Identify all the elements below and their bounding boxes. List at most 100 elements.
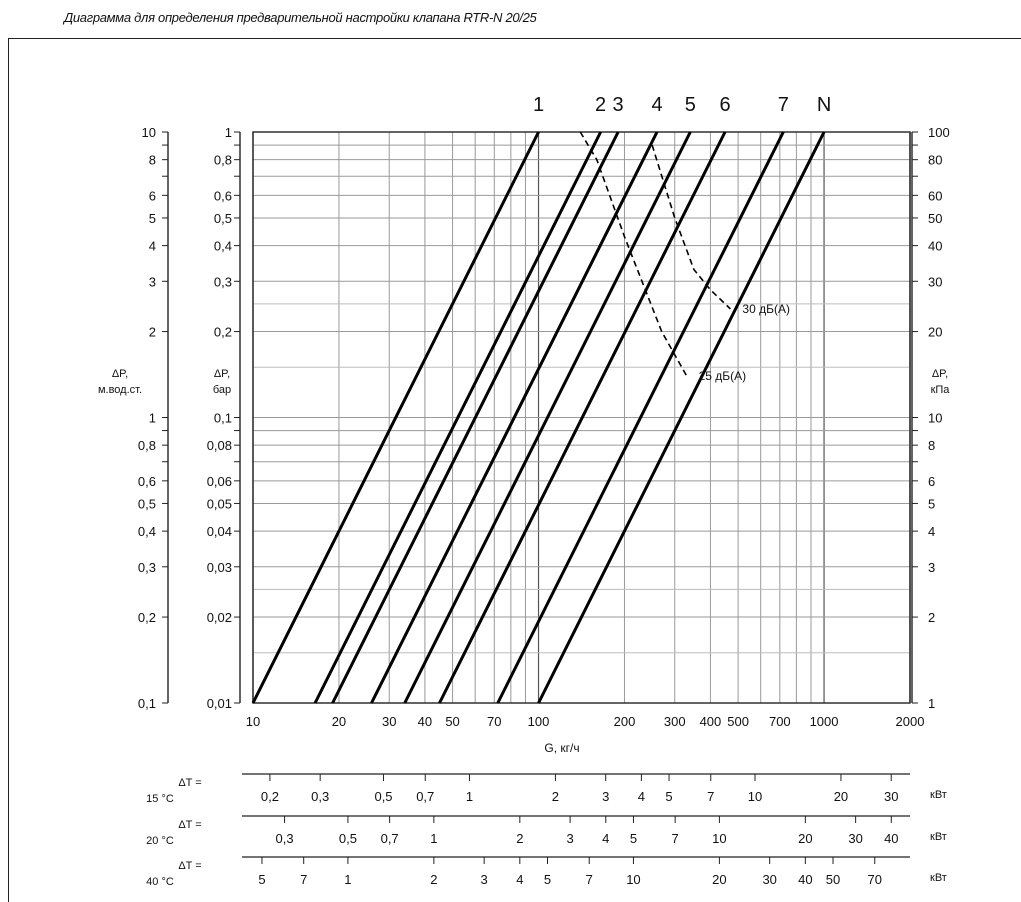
heat-scale-label: 20	[712, 872, 726, 887]
series-line-1	[251, 131, 540, 704]
y-tick-label: 0,01	[207, 696, 232, 711]
y-tick-label: 0,1	[138, 696, 156, 711]
y-tick-label: 0,04	[207, 524, 232, 539]
heat-scale-label: 4	[602, 831, 609, 846]
series-label-5: 5	[685, 94, 696, 116]
x-tick-label: 50	[445, 714, 459, 729]
heat-scale-label: 0,3	[276, 831, 294, 846]
x-tick-label: 40	[418, 714, 432, 729]
series-label-2: 2	[595, 94, 606, 116]
y-tick-label: 0,06	[207, 474, 232, 489]
y-tick-label: 10	[928, 411, 942, 426]
heat-scale-label: 2	[552, 789, 559, 804]
y-tick-label: 0,5	[214, 211, 232, 226]
series-label-3: 3	[613, 94, 624, 116]
y-tick-label: 0,3	[138, 560, 156, 575]
heat-scale-label: 20	[834, 789, 848, 804]
heat-scale-title: 40 °C	[146, 876, 174, 888]
noise-curve-label: 30 дБ(А)	[742, 302, 790, 316]
heat-scale-label: 30	[848, 831, 862, 846]
chart-title: Диаграмма для определения предварительно…	[64, 10, 537, 25]
y-tick-label: 0,2	[138, 610, 156, 625]
heat-scale-label: 0,2	[261, 789, 279, 804]
heat-scale-label: 0,5	[374, 789, 392, 804]
heat-scale-label: 4	[638, 789, 645, 804]
y-tick-label: 6	[149, 188, 156, 203]
y-axis-label: кПа	[931, 384, 951, 396]
y-tick-label: 0,4	[214, 239, 232, 254]
heat-scale-label: 0,7	[381, 831, 399, 846]
heat-scale-title: ΔT =	[178, 777, 201, 789]
heat-scale-label: 10	[626, 872, 640, 887]
x-tick-label: 400	[700, 714, 722, 729]
x-tick-label: 500	[727, 714, 749, 729]
heat-scale-label: 1	[466, 789, 473, 804]
heat-scale-label: 3	[602, 789, 609, 804]
heat-scale-label: 40	[884, 831, 898, 846]
y-tick-label: 2	[149, 325, 156, 340]
heat-scale-label: 5	[544, 872, 551, 887]
y-tick-label: 3	[928, 560, 935, 575]
noise-curve-label: 25 дБ(А)	[699, 369, 747, 383]
series-label-6: 6	[719, 94, 730, 116]
heat-scale-label: 2	[516, 831, 523, 846]
y-tick-label: 0,8	[138, 438, 156, 453]
y-axis-label: ΔP,	[112, 368, 128, 380]
y-tick-label: 60	[928, 188, 942, 203]
heat-scale-label: 2	[430, 872, 437, 887]
series-label-1: 1	[533, 94, 544, 116]
heat-scale-label: 30	[884, 789, 898, 804]
series-line-7	[496, 131, 785, 704]
heat-scale-label: 10	[712, 831, 726, 846]
y-tick-label: 0,02	[207, 610, 232, 625]
y-tick-label: 0,4	[138, 524, 156, 539]
y-axis-label: ΔP,	[214, 368, 230, 380]
series-label-N: N	[817, 94, 831, 116]
y-tick-label: 1	[225, 125, 232, 140]
heat-scale-label: 0,7	[416, 789, 434, 804]
y-tick-label: 0,2	[214, 325, 232, 340]
y-tick-label: 5	[928, 496, 935, 511]
y-tick-label: 0,1	[214, 411, 232, 426]
y-tick-label: 4	[149, 239, 156, 254]
heat-scale-label: 0,3	[311, 789, 329, 804]
y-axis-label: м.вод.ст.	[98, 384, 142, 396]
noise-curve	[579, 131, 688, 377]
heat-scale-unit: кВт	[930, 872, 947, 884]
heat-scale-label: 4	[516, 872, 523, 887]
y-tick-label: 5	[149, 211, 156, 226]
y-tick-label: 6	[928, 474, 935, 489]
y-axis-label: бар	[213, 384, 231, 396]
heat-scale-label: 0,5	[339, 831, 357, 846]
x-tick-label: 10	[246, 714, 260, 729]
x-tick-label: 20	[332, 714, 346, 729]
y-tick-label: 0,08	[207, 438, 232, 453]
y-tick-label: 0,6	[214, 188, 232, 203]
heat-scale-label: 30	[762, 872, 776, 887]
heat-scale-label: 70	[868, 872, 882, 887]
y-tick-label: 0,5	[138, 496, 156, 511]
x-tick-label: 200	[614, 714, 636, 729]
x-tick-label: 30	[382, 714, 396, 729]
y-tick-label: 1	[149, 411, 156, 426]
heat-scale-label: 5	[665, 789, 672, 804]
heat-scale-label: 7	[300, 872, 307, 887]
x-axis-label: G, кг/ч	[544, 741, 579, 755]
heat-scale-title: ΔT =	[178, 860, 201, 872]
heat-scale-label: 7	[672, 831, 679, 846]
y-tick-label: 20	[928, 325, 942, 340]
heat-scale-label: 7	[586, 872, 593, 887]
heat-scale-unit: кВт	[930, 789, 947, 801]
series-line-2	[313, 131, 602, 704]
x-tick-label: 100	[528, 714, 550, 729]
series-line-5	[403, 131, 692, 704]
y-tick-label: 1	[928, 696, 935, 711]
heat-scale-label: 3	[566, 831, 573, 846]
series-label-7: 7	[778, 94, 789, 116]
chart-frame	[8, 38, 1021, 902]
heat-scale-label: 5	[630, 831, 637, 846]
y-tick-label: 0,6	[138, 474, 156, 489]
series-line-N	[537, 131, 826, 704]
heat-scale-label: 10	[748, 789, 762, 804]
